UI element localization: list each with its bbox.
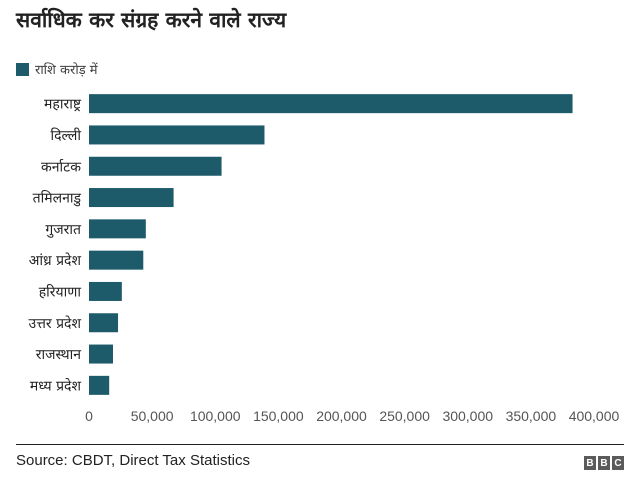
- x-tick-label: 0: [85, 408, 93, 424]
- category-label: महाराष्ट्र: [44, 97, 82, 113]
- category-label: गुजरात: [45, 222, 82, 238]
- x-tick-label: 50,000: [131, 408, 174, 424]
- category-label: कर्नाटक: [41, 158, 81, 175]
- bar: [89, 156, 222, 176]
- bar: [89, 344, 113, 364]
- bar: [89, 94, 573, 114]
- x-tick-label: 300,000: [442, 408, 493, 424]
- category-label: तमिलनाडु: [33, 190, 82, 207]
- x-tick-label: 400,000: [569, 408, 620, 424]
- bar-chart: महाराष्ट्र दिल्ली कर्नाटक तमिलनाडु गुजरात आंध…: [29, 94, 620, 424]
- bbc-logo: B B C: [584, 456, 624, 470]
- bar: [89, 219, 146, 239]
- category-label: हरियाणा: [39, 283, 82, 300]
- category-label: राजस्थान: [36, 347, 81, 363]
- category-label: आंध्र प्रदेश: [29, 252, 82, 269]
- chart-title: सर्वाधिक कर संग्रह करने वाले राज्य: [16, 8, 287, 32]
- bar: [89, 313, 119, 333]
- legend: राशि करोड़ में: [16, 60, 98, 78]
- bar: [89, 125, 265, 145]
- bar: [89, 375, 110, 395]
- x-tick-label: 150,000: [253, 408, 304, 424]
- legend-swatch: [16, 62, 29, 76]
- x-tick-label: 100,000: [190, 408, 241, 424]
- bar: [89, 250, 144, 270]
- logo-letter: B: [584, 456, 596, 470]
- x-tick-label: 200,000: [316, 408, 367, 424]
- category-label: उत्तर प्रदेश: [29, 315, 82, 332]
- source-note: Source: CBDT, Direct Tax Statistics: [16, 452, 250, 469]
- x-tick-label: 350,000: [506, 408, 557, 424]
- bar: [89, 281, 122, 301]
- category-label: मध्य प्रदेश: [30, 377, 82, 394]
- bar: [89, 188, 174, 208]
- legend-label: राशि करोड़ में: [35, 63, 98, 78]
- logo-letter: B: [598, 456, 610, 470]
- x-tick-label: 250,000: [379, 408, 430, 424]
- category-label: दिल्ली: [51, 127, 82, 144]
- logo-letter: C: [612, 456, 624, 470]
- footer-divider: [16, 444, 624, 445]
